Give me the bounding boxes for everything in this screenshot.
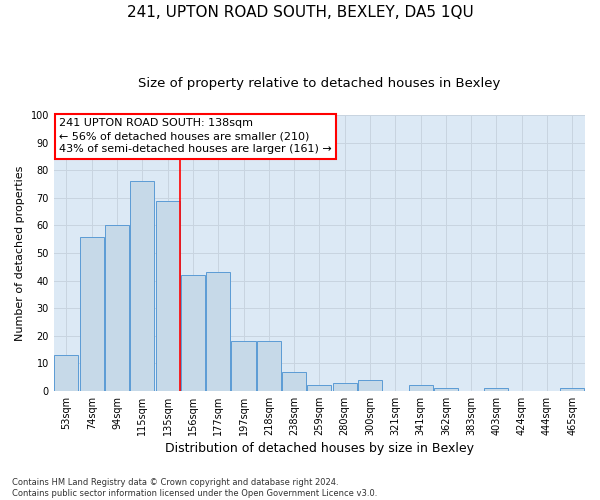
Text: Contains HM Land Registry data © Crown copyright and database right 2024.
Contai: Contains HM Land Registry data © Crown c…: [12, 478, 377, 498]
Text: 241, UPTON ROAD SOUTH, BEXLEY, DA5 1QU: 241, UPTON ROAD SOUTH, BEXLEY, DA5 1QU: [127, 5, 473, 20]
Bar: [434, 388, 458, 391]
Bar: [206, 272, 230, 391]
Bar: [409, 386, 433, 391]
Bar: [257, 341, 281, 391]
Text: 241 UPTON ROAD SOUTH: 138sqm
← 56% of detached houses are smaller (210)
43% of s: 241 UPTON ROAD SOUTH: 138sqm ← 56% of de…: [59, 118, 332, 154]
Bar: [130, 182, 154, 391]
Bar: [232, 341, 256, 391]
Bar: [80, 236, 104, 391]
Bar: [332, 382, 357, 391]
Bar: [105, 226, 129, 391]
Title: Size of property relative to detached houses in Bexley: Size of property relative to detached ho…: [138, 78, 500, 90]
Bar: [358, 380, 382, 391]
Bar: [55, 355, 79, 391]
Bar: [307, 386, 331, 391]
Bar: [181, 275, 205, 391]
Bar: [155, 200, 179, 391]
Bar: [560, 388, 584, 391]
Bar: [484, 388, 508, 391]
Y-axis label: Number of detached properties: Number of detached properties: [15, 166, 25, 340]
X-axis label: Distribution of detached houses by size in Bexley: Distribution of detached houses by size …: [165, 442, 474, 455]
Bar: [282, 372, 306, 391]
